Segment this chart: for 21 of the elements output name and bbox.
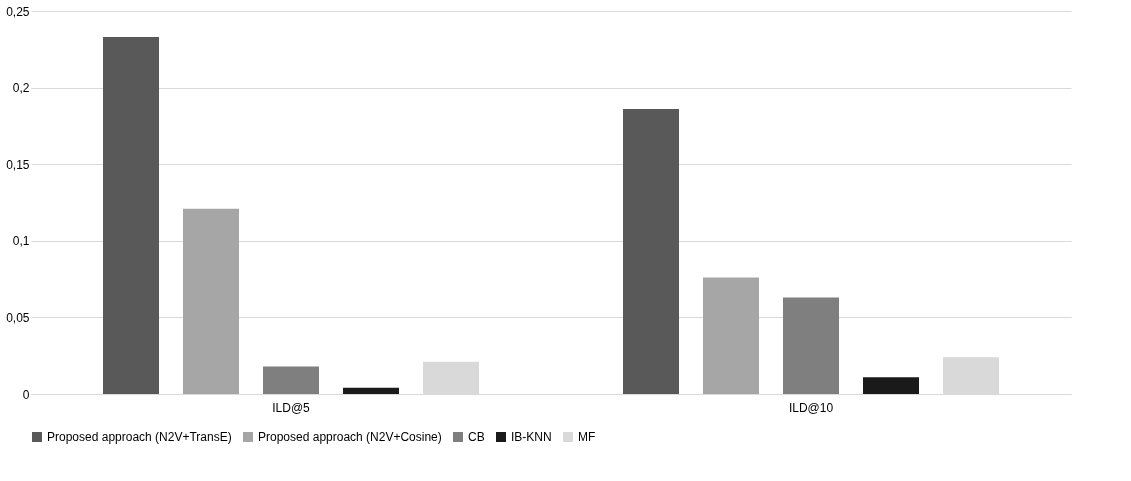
bar [343,387,399,394]
x-tick-label: ILD@5 [272,400,311,415]
x-tick-label: ILD@10 [788,400,834,415]
y-tick-label: 0,15 [6,157,30,172]
bar [183,208,239,394]
legend-label: IB-KNN [511,430,552,444]
legend-label: Proposed approach (N2V+TransE) [47,430,232,444]
y-tick-label: 0,2 [12,81,30,96]
y-tick-label: 0,1 [12,234,30,249]
bar [623,109,679,394]
y-tick-label: 0,05 [6,310,30,325]
bar [703,277,759,394]
bar [103,37,159,394]
bar [263,366,319,394]
legend-label: CB [468,430,485,444]
legend-label: Proposed approach (N2V+Cosine) [258,430,442,444]
bar [863,377,919,394]
legend-label: MF [578,430,596,444]
y-tick-label: 0 [22,387,30,402]
y-tick-label: 0,25 [6,4,30,19]
bar [783,297,839,394]
